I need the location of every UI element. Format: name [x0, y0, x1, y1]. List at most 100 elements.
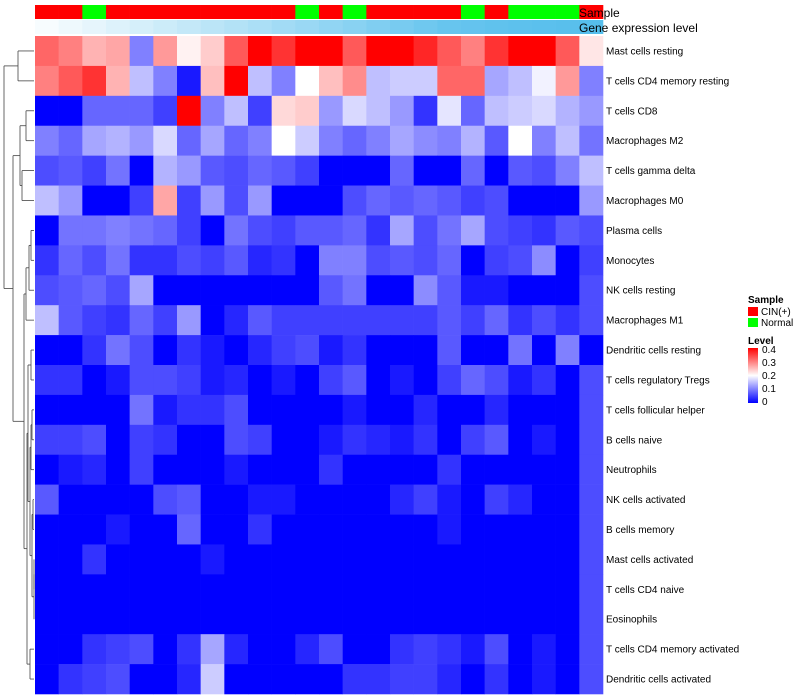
heatmap-cell [484, 484, 509, 515]
heatmap-cell [413, 664, 438, 695]
heatmap-cell [129, 394, 154, 426]
heatmap-cell [295, 514, 320, 545]
heatmap-cell [129, 95, 154, 127]
heatmap-cell [508, 125, 533, 156]
heatmap-cell [390, 275, 414, 306]
heatmap-cell [390, 335, 414, 366]
heatmap-cell [58, 305, 83, 336]
heatmap-cell [413, 484, 438, 515]
heatmap-cell [82, 65, 107, 97]
row-label: Macrophages M0 [606, 196, 684, 207]
heatmap-cell [224, 185, 249, 216]
heatmap-cell [200, 604, 225, 635]
heatmap-cell [58, 394, 83, 426]
heatmap-cell [35, 424, 59, 456]
sample-annotation-cell [82, 5, 107, 19]
expression-annotation-cell [82, 20, 107, 34]
heatmap-cell [437, 275, 462, 306]
heatmap-cell [153, 65, 178, 97]
heatmap-cell [248, 394, 272, 426]
sample-annotation-cell [224, 5, 249, 19]
heatmap-cell [413, 394, 438, 426]
heatmap-cell [342, 65, 367, 97]
heatmap-cell [579, 185, 604, 216]
heatmap-cell [224, 544, 249, 575]
heatmap-cell [319, 394, 343, 426]
heatmap-cell [224, 275, 249, 306]
heatmap-cell [106, 424, 130, 456]
row-label: Mast cells resting [606, 46, 683, 57]
heatmap-cell [106, 215, 130, 246]
heatmap-cell [200, 544, 225, 575]
heatmap-cell [35, 65, 59, 97]
heatmap-cell [366, 484, 391, 515]
heatmap-cell [177, 424, 201, 456]
row-label: Dendritic cells resting [606, 346, 701, 357]
heatmap-cell [177, 634, 201, 665]
heatmap-cell [342, 514, 367, 545]
heatmap-cell [342, 95, 367, 127]
heatmap-cell [271, 245, 296, 276]
heatmap-cell [342, 36, 367, 67]
row-label: Dendritic cells activated [606, 675, 711, 686]
heatmap-cell [461, 155, 485, 186]
heatmap-cell [366, 305, 391, 336]
heatmap-cell [508, 36, 533, 67]
heatmap-cell [153, 394, 178, 426]
heatmap-cell [390, 95, 414, 127]
heatmap-cell [295, 394, 320, 426]
heatmap-cell [224, 95, 249, 127]
heatmap-cell [366, 664, 391, 695]
row-label: NK cells resting [606, 286, 675, 297]
heatmap-cell [508, 394, 533, 426]
heatmap-cell [555, 514, 580, 545]
heatmap-cell [129, 574, 154, 605]
heatmap-cell [366, 365, 391, 396]
heatmap-cell [413, 215, 438, 246]
heatmap-cell [366, 36, 391, 67]
heatmap-cell [532, 95, 556, 127]
heatmap-cell [295, 305, 320, 336]
expression-annotation-cell [366, 20, 391, 34]
legend-tick-0: 0 [762, 397, 768, 408]
heatmap-cell [177, 365, 201, 396]
heatmap-cell [461, 335, 485, 366]
heatmap-cell [153, 664, 178, 695]
heatmap-cell [461, 185, 485, 216]
heatmap-cell [461, 544, 485, 575]
heatmap-cell [129, 365, 154, 396]
heatmap-cell [248, 514, 272, 545]
heatmap-cell [461, 65, 485, 97]
heatmap-cell [484, 394, 509, 426]
heatmap-cell [106, 544, 130, 575]
heatmap-cell [532, 514, 556, 545]
heatmap-cell [532, 574, 556, 605]
heatmap-cell [437, 424, 462, 456]
expression-annotation-cell [295, 20, 320, 34]
heatmap-cell [532, 185, 556, 216]
expression-annotation-cell [532, 20, 556, 34]
heatmap-cell [532, 544, 556, 575]
heatmap-cell [200, 664, 225, 695]
heatmap-cell [532, 424, 556, 456]
heatmap-cell [342, 604, 367, 635]
heatmap-cell [342, 185, 367, 216]
heatmap-cell [437, 155, 462, 186]
heatmap-cell [484, 245, 509, 276]
heatmap-cell [271, 365, 296, 396]
row-label: Mast cells activated [606, 555, 693, 566]
heatmap-cell [200, 155, 225, 186]
heatmap-cell [413, 514, 438, 545]
heatmap-cell [508, 275, 533, 306]
heatmap-cell [177, 664, 201, 695]
row-label: T cells regulatory Tregs [606, 375, 710, 386]
heatmap-cell [532, 335, 556, 366]
legend-label-normal: Normal [761, 318, 793, 329]
heatmap-cell [461, 305, 485, 336]
heatmap-cell [319, 604, 343, 635]
heatmap-cell [342, 424, 367, 456]
heatmap-cell [106, 664, 130, 695]
heatmap-cell [484, 664, 509, 695]
heatmap-cell [295, 424, 320, 456]
heatmap-cell [82, 125, 107, 156]
